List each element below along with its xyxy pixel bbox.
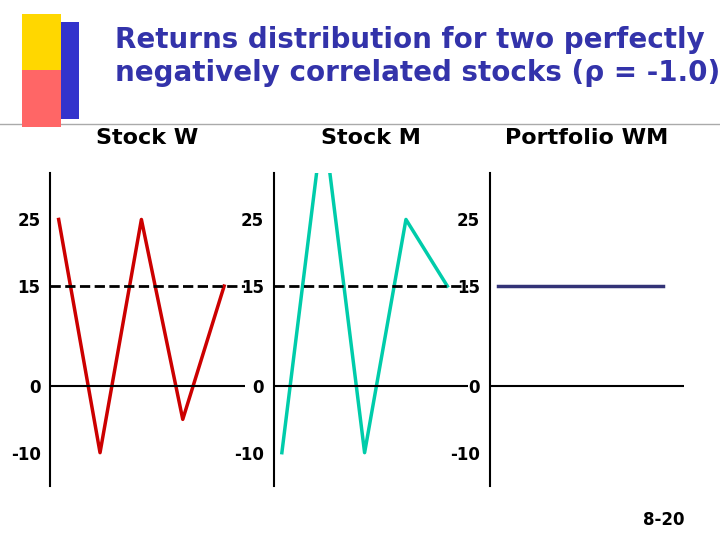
Text: 8-20: 8-20 <box>642 511 684 529</box>
Bar <box>22 70 61 127</box>
Bar <box>40 22 79 119</box>
Bar <box>22 14 61 70</box>
Text: Stock M: Stock M <box>321 128 420 148</box>
Text: Stock W: Stock W <box>96 128 199 148</box>
Text: Portfolio WM: Portfolio WM <box>505 128 668 148</box>
Text: Returns distribution for two perfectly
negatively correlated stocks (ρ = -1.0): Returns distribution for two perfectly n… <box>115 26 720 87</box>
